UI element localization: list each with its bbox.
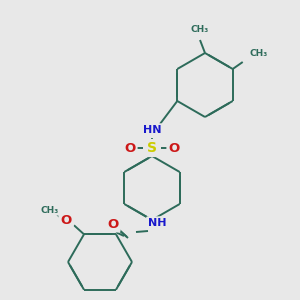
- Text: O: O: [60, 214, 72, 227]
- Text: HN: HN: [143, 125, 161, 135]
- Text: O: O: [168, 142, 180, 154]
- Text: CH₃: CH₃: [191, 26, 209, 34]
- Text: NH: NH: [148, 218, 166, 228]
- Text: CH₃: CH₃: [41, 206, 59, 215]
- Text: O: O: [124, 142, 136, 154]
- Text: CH₃: CH₃: [250, 50, 268, 58]
- Text: S: S: [147, 141, 157, 155]
- Text: O: O: [107, 218, 118, 230]
